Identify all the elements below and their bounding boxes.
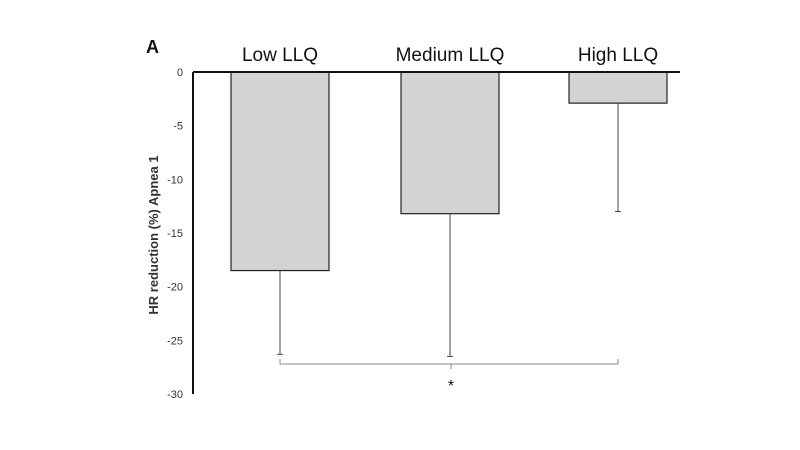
category-label: Low LLQ bbox=[242, 45, 318, 66]
significance-label: * bbox=[448, 378, 454, 395]
panel-label: A bbox=[146, 37, 159, 57]
y-tick-label: -25 bbox=[167, 335, 183, 347]
bars-group bbox=[230, 71, 668, 272]
y-axis-title: HR reduction (%) Apnea 1 bbox=[146, 155, 161, 314]
y-tick-label: -10 bbox=[167, 174, 183, 186]
error-bars-group bbox=[277, 103, 621, 357]
category-label: Medium LLQ bbox=[396, 45, 505, 66]
category-label: High LLQ bbox=[578, 45, 658, 66]
y-ticks-group: 0 -5 -10 -15 -20 -25 -30 bbox=[167, 67, 183, 401]
bar bbox=[568, 71, 668, 104]
category-labels-group: Low LLQ Medium LLQ High LLQ bbox=[242, 45, 658, 66]
bar bbox=[230, 71, 330, 272]
y-tick-label: -30 bbox=[167, 389, 183, 401]
y-tick-label: -20 bbox=[167, 282, 183, 294]
y-tick-label: 0 bbox=[177, 67, 183, 79]
y-tick-label: -5 bbox=[173, 121, 183, 133]
bar bbox=[400, 71, 500, 215]
significance-bracket bbox=[279, 358, 619, 369]
y-tick-label: -15 bbox=[167, 228, 183, 240]
